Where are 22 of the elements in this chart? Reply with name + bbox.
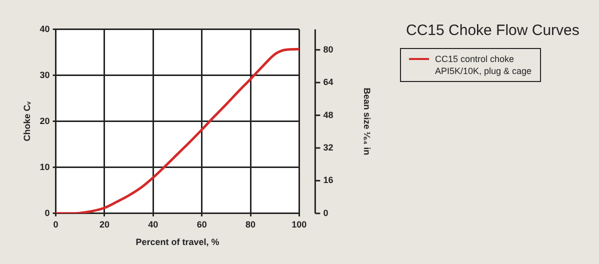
y2-tick-label: 0 <box>323 208 328 218</box>
y2-tick-label: 32 <box>323 142 334 152</box>
y2-tick-label: 48 <box>323 110 334 120</box>
y-tick-label: 20 <box>40 116 50 126</box>
y-tick-label: 30 <box>40 70 50 80</box>
x-tick-label: 80 <box>246 219 256 230</box>
x-tick-label: 20 <box>99 219 110 230</box>
legend-label: CC15 control choke API5K/10K, plug & cage <box>435 53 532 77</box>
y2-tick-label: 16 <box>323 175 334 186</box>
x-tick-label: 100 <box>292 219 307 230</box>
x-tick-label: 40 <box>148 219 158 230</box>
y-axis-title: Choke Cᵥ <box>22 100 32 142</box>
y2-axis-title: Bean size ¹⁄₆₄ in <box>362 88 372 156</box>
y-tick-label: 0 <box>44 208 50 218</box>
y-tick-label: 40 <box>40 24 50 34</box>
x-tick-label: 60 <box>196 219 207 230</box>
y2-tick-label: 80 <box>323 44 334 54</box>
y2-tick-label: 64 <box>323 77 334 88</box>
text: CC15 Choke Flow Curves <box>406 22 580 39</box>
x-axis-title: Percent of travel, % <box>136 237 220 248</box>
y-tick-label: 10 <box>40 162 50 172</box>
x-tick-label: 0 <box>53 219 58 230</box>
